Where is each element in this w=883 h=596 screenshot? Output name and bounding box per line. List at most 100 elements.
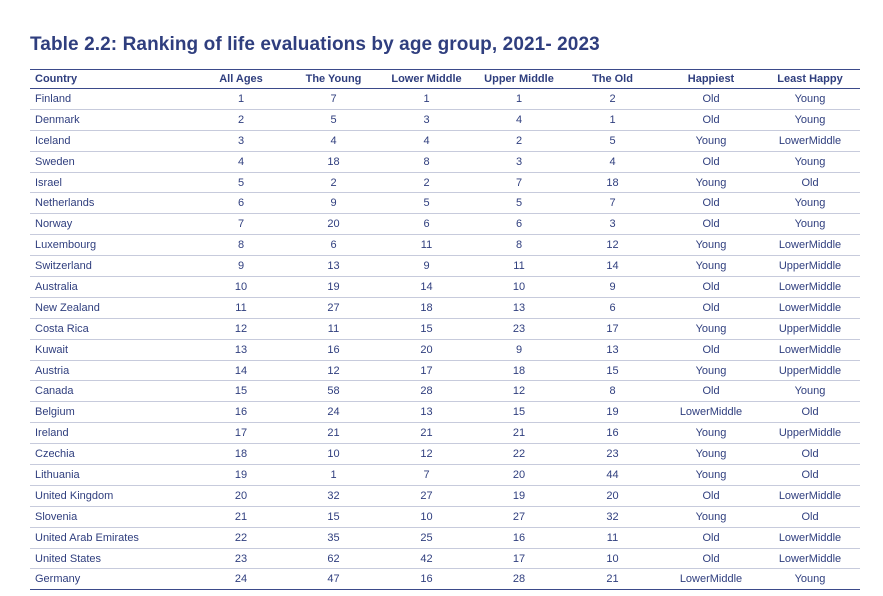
the-young-cell: 20 xyxy=(289,213,378,236)
table-row: United States 23 62 42 17 10 Old LowerMiddle xyxy=(30,548,860,570)
all-ages-cell: 17 xyxy=(193,422,289,445)
happiest-cell: Old xyxy=(662,109,760,131)
header-row: Country All Ages The Young Lower Middle … xyxy=(30,69,860,89)
least-happy-cell: Young xyxy=(760,151,860,173)
all-ages-cell: 12 xyxy=(193,318,289,340)
least-happy-cell: Old xyxy=(760,443,860,466)
upper-middle-cell: 16 xyxy=(475,527,563,549)
country-cell: Sweden xyxy=(30,151,193,173)
upper-middle-cell: 8 xyxy=(475,234,563,257)
table-row: United Arab Emirates 22 35 25 16 11 Old LowerMi… xyxy=(30,527,860,549)
the-old-cell: 44 xyxy=(563,464,662,486)
country-cell: Kuwait xyxy=(30,339,193,361)
the-old-cell: 1 xyxy=(563,109,662,131)
the-old-cell: 15 xyxy=(563,360,662,382)
the-old-cell: 11 xyxy=(563,527,662,549)
upper-middle-cell: 1 xyxy=(475,88,563,110)
country-cell: Slovenia xyxy=(30,506,193,528)
the-old-cell: 10 xyxy=(563,548,662,570)
least-happy-cell: Young xyxy=(760,568,860,591)
country-cell: Canada xyxy=(30,380,193,403)
least-happy-cell: Old xyxy=(760,172,860,194)
the-young-cell: 6 xyxy=(289,234,378,257)
lower-middle-cell: 11 xyxy=(378,234,475,257)
least-happy-cell: LowerMiddle xyxy=(760,485,860,507)
happiest-cell: Old xyxy=(662,276,760,298)
the-young-cell: 21 xyxy=(289,422,378,445)
the-old-cell: 18 xyxy=(563,172,662,194)
table-body: Finland 1 7 1 1 2 Old Young Denmark 2 5 3 4 1 Old Young… xyxy=(30,88,860,591)
lower-middle-cell: 15 xyxy=(378,318,475,340)
happiest-cell: Old xyxy=(662,192,760,215)
table-row: United Kingdom 20 32 27 19 20 Old LowerMiddle xyxy=(30,485,860,507)
the-old-cell: 13 xyxy=(563,339,662,361)
least-happy-cell: UpperMiddle xyxy=(760,422,860,445)
the-old-cell: 20 xyxy=(563,485,662,507)
country-cell: Iceland xyxy=(30,130,193,152)
upper-middle-cell: 20 xyxy=(475,464,563,486)
upper-middle-cell: 3 xyxy=(475,151,563,173)
lower-middle-cell: 1 xyxy=(378,88,475,110)
the-young-cell: 1 xyxy=(289,464,378,486)
all-ages-cell: 11 xyxy=(193,297,289,319)
the-young-cell: 7 xyxy=(289,88,378,110)
least-happy-cell: LowerMiddle xyxy=(760,548,860,570)
happiest-cell: Old xyxy=(662,151,760,173)
column-header-the-young: The Young xyxy=(289,69,378,89)
rankings-table: Country All Ages The Young Lower Middle … xyxy=(30,69,860,591)
lower-middle-cell: 27 xyxy=(378,485,475,507)
least-happy-cell: LowerMiddle xyxy=(760,527,860,549)
happiest-cell: Old xyxy=(662,380,760,403)
least-happy-cell: Old xyxy=(760,401,860,424)
upper-middle-cell: 28 xyxy=(475,568,563,591)
the-old-cell: 3 xyxy=(563,213,662,236)
upper-middle-cell: 2 xyxy=(475,130,563,152)
happiest-cell: LowerMiddle xyxy=(662,401,760,424)
happiest-cell: Young xyxy=(662,130,760,152)
lower-middle-cell: 10 xyxy=(378,506,475,528)
column-header-lower-middle: Lower Middle xyxy=(378,69,475,89)
table-row: New Zealand 11 27 18 13 6 Old LowerMiddle xyxy=(30,297,860,319)
table-row: Iceland 3 4 4 2 5 Young LowerMiddle xyxy=(30,130,860,152)
table-row: Austria 14 12 17 18 15 Young UpperMiddle xyxy=(30,360,860,382)
table-row: Sweden 4 18 8 3 4 Old Young xyxy=(30,151,860,173)
country-cell: Israel xyxy=(30,172,193,194)
lower-middle-cell: 28 xyxy=(378,380,475,403)
country-cell: New Zealand xyxy=(30,297,193,319)
all-ages-cell: 9 xyxy=(193,255,289,278)
table-row: Slovenia 21 15 10 27 32 Young Old xyxy=(30,506,860,528)
the-young-cell: 15 xyxy=(289,506,378,528)
table-row: Israel 5 2 2 7 18 Young Old xyxy=(30,172,860,194)
lower-middle-cell: 7 xyxy=(378,464,475,486)
lower-middle-cell: 20 xyxy=(378,339,475,361)
column-header-upper-middle: Upper Middle xyxy=(475,69,563,89)
least-happy-cell: UpperMiddle xyxy=(760,318,860,340)
the-old-cell: 4 xyxy=(563,151,662,173)
upper-middle-cell: 13 xyxy=(475,297,563,319)
country-cell: Belgium xyxy=(30,401,193,424)
happiest-cell: Young xyxy=(662,464,760,486)
happiest-cell: Young xyxy=(662,506,760,528)
lower-middle-cell: 42 xyxy=(378,548,475,570)
upper-middle-cell: 4 xyxy=(475,109,563,131)
happiest-cell: Young xyxy=(662,234,760,257)
the-old-cell: 2 xyxy=(563,88,662,110)
the-old-cell: 5 xyxy=(563,130,662,152)
country-cell: Finland xyxy=(30,88,193,110)
happiest-cell: Old xyxy=(662,297,760,319)
table-row: Lithuania 19 1 7 20 44 Young Old xyxy=(30,464,860,486)
the-old-cell: 16 xyxy=(563,422,662,445)
happiest-cell: Young xyxy=(662,443,760,466)
happiest-cell: Young xyxy=(662,360,760,382)
table-row: Costa Rica 12 11 15 23 17 Young UpperMiddle xyxy=(30,318,860,340)
least-happy-cell: Young xyxy=(760,88,860,110)
table-row: Norway 7 20 6 6 3 Old Young xyxy=(30,213,860,236)
lower-middle-cell: 25 xyxy=(378,527,475,549)
the-young-cell: 62 xyxy=(289,548,378,570)
country-cell: United Kingdom xyxy=(30,485,193,507)
table-row: Czechia 18 10 12 22 23 Young Old xyxy=(30,443,860,466)
upper-middle-cell: 12 xyxy=(475,380,563,403)
the-young-cell: 18 xyxy=(289,151,378,173)
all-ages-cell: 13 xyxy=(193,339,289,361)
country-cell: Costa Rica xyxy=(30,318,193,340)
